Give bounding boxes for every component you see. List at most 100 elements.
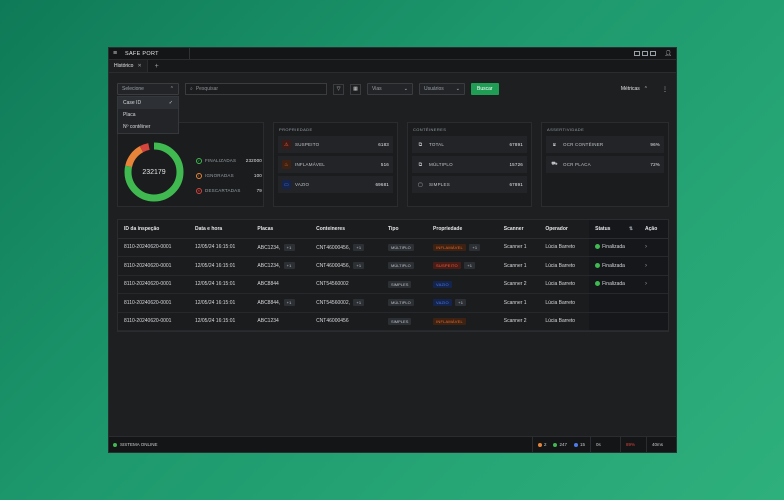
header-id[interactable]: ID da inspeção xyxy=(118,220,189,239)
cell-placas: ABC8844 xyxy=(251,275,311,294)
chevron-up-icon: ⌃ xyxy=(643,86,648,92)
conteineres-card: CONTÊINERES ⧉ TOTAL 67891 ⧉ MÚLTIPLO 157… xyxy=(407,122,532,207)
calendar-button[interactable]: ▦ xyxy=(350,83,361,95)
metric-label: INFLAMÁVEL xyxy=(295,162,326,167)
propriedade-extra-badge[interactable]: +1 xyxy=(464,262,476,270)
header-placas[interactable]: Placas xyxy=(251,220,311,239)
buscar-button[interactable]: Buscar xyxy=(471,83,499,95)
blue-count: 15 xyxy=(579,442,585,447)
filter-button[interactable]: ▽ xyxy=(333,83,344,95)
usuarios-select-value: Usuários xyxy=(424,86,444,92)
status-latency-s: 0s xyxy=(590,437,620,452)
cell-operador: Lúcia Barreto xyxy=(539,312,590,331)
more-options-icon[interactable]: ⋮ xyxy=(662,86,668,93)
cell-propriedade: INFLAMÁVEL +1 xyxy=(427,238,498,257)
placa-extra-badge[interactable]: +1 xyxy=(283,243,295,251)
chevron-down-icon: ⌄ xyxy=(455,86,460,92)
search-input[interactable]: ⌕ Pesquisar xyxy=(185,83,327,95)
cell-tipo: SIMPLES xyxy=(382,275,428,294)
option-label: Nº contêiner xyxy=(123,124,151,130)
header-tipo[interactable]: Tipo xyxy=(382,220,428,239)
metric-row-total: ⧉ TOTAL 67891 xyxy=(412,136,527,153)
user-icon[interactable]: 👤︎ xyxy=(664,51,672,57)
vias-select[interactable]: Vias ⌄ xyxy=(367,83,413,95)
tipo-badge: SIMPLES xyxy=(388,317,412,325)
table-row[interactable]: 8110-20240620-0001 12/05/24 16:15:01 ABC12… xyxy=(118,312,668,331)
table-row[interactable]: 8110-20240620-0001 12/05/24 16:15:01 ABC88… xyxy=(118,293,668,313)
propriedade-badge: INFLAMÁVEL xyxy=(433,243,466,251)
check-circle-icon: ✓ xyxy=(196,157,202,164)
dropdown-option-conteiner[interactable]: Nº contêiner xyxy=(118,121,178,133)
assertividade-card: ASSERTIVIDADE ⧈ OCR CONTÊINER 96% ⛟ OCR … xyxy=(541,122,669,207)
metric-label: OCR CONTÊINER xyxy=(563,142,604,147)
conteiner-extra-badge[interactable]: +1 xyxy=(353,262,365,270)
cell-acao xyxy=(639,293,668,313)
tab-historico[interactable]: Histórico ✕ xyxy=(109,60,148,72)
hamburger-menu-icon[interactable]: ≡ xyxy=(113,50,118,57)
layout-full-icon[interactable] xyxy=(650,51,657,56)
cell-propriedade: SUSPEITO +1 xyxy=(427,256,498,276)
usuarios-select[interactable]: Usuários ⌄ xyxy=(419,83,465,95)
header-operador[interactable]: Operador xyxy=(539,220,590,239)
propriedade-extra-badge[interactable]: +1 xyxy=(455,299,467,307)
legend-value: 232000 xyxy=(245,158,262,163)
table-row[interactable]: 8110-20240620-0001 12/05/24 16:15:01 ABC12… xyxy=(118,238,668,257)
app-window: ≡ SAFE PORT 👤︎ Histórico ✕ + Selecione ⌃… xyxy=(108,47,677,453)
metric-label: SIMPLES xyxy=(429,182,450,187)
chevron-right-icon[interactable]: › xyxy=(645,281,648,288)
add-tab-icon[interactable]: + xyxy=(154,62,159,70)
legend-label: IGNORADAS xyxy=(205,173,234,178)
sort-icon[interactable]: ⇅ xyxy=(628,225,634,232)
dropdown-option-placa[interactable]: Placa xyxy=(118,109,178,121)
header-status[interactable]: Status ⇅ xyxy=(589,220,640,239)
status-usage: 89% xyxy=(620,437,646,452)
metric-value: 67891 xyxy=(509,182,523,187)
metric-label: MÚLTIPLO xyxy=(429,162,453,167)
placa-extra-badge[interactable]: +1 xyxy=(283,262,295,270)
layout-split-icon[interactable] xyxy=(634,51,641,56)
propriedade-extra-badge[interactable]: +1 xyxy=(469,243,481,251)
cell-status xyxy=(589,312,640,331)
conteiner-value: CNT54560002, xyxy=(316,300,350,307)
cell-scanner: Scanner 1 xyxy=(497,238,540,257)
table-row[interactable]: 8110-20240620-0001 12/05/24 16:15:01 ABC12… xyxy=(118,256,668,276)
cell-placas: ABC1234, +1 xyxy=(251,256,311,276)
cell-conteineres: CNT46000456 xyxy=(310,312,383,331)
tipo-badge: MÚLTIPLO xyxy=(388,243,414,251)
chevron-right-icon[interactable]: › xyxy=(645,244,648,251)
header-scanner[interactable]: Scanner xyxy=(497,220,540,239)
filter-select[interactable]: Selecione ⌃ xyxy=(117,83,179,95)
metricas-toggle[interactable]: Métricas ⌃ xyxy=(621,86,648,92)
legend-ignoradas: ! IGNORADAS 100 xyxy=(196,168,262,183)
summary-card: 232179 ✓ FINALIZADAS 232000 ! IGNORADAS … xyxy=(117,122,264,207)
header-data[interactable]: Data e hora xyxy=(188,220,252,239)
chevron-right-icon[interactable]: › xyxy=(645,262,648,269)
conteiner-extra-badge[interactable]: +1 xyxy=(353,243,365,251)
status-value: 40ms xyxy=(652,442,664,447)
check-circle-icon xyxy=(595,281,601,287)
dropdown-option-case-id[interactable]: Case ID ✓ xyxy=(118,97,178,109)
system-status: SISTEMA ONLINE xyxy=(120,442,158,447)
close-icon[interactable]: ✕ xyxy=(137,63,142,69)
cell-scanner: Scanner 1 xyxy=(497,293,540,313)
calendar-icon: ▦ xyxy=(353,86,358,92)
placa-value: ABC8844, xyxy=(257,300,281,307)
status-label: Finalizada xyxy=(602,281,625,288)
header-conteineres[interactable]: Conteineres xyxy=(310,220,383,239)
layout-grid-icon[interactable] xyxy=(642,51,649,56)
cell-id: 8110-20240620-0001 xyxy=(118,238,189,257)
header-propriedade[interactable]: Propriedade xyxy=(427,220,498,239)
cell-date: 12/05/24 16:15:01 xyxy=(188,238,252,257)
cell-placas: ABC8844, +1 xyxy=(251,293,311,313)
metric-row-ocr-conteiner: ⧈ OCR CONTÊINER 96% xyxy=(546,136,664,153)
legend-value: 100 xyxy=(253,173,262,178)
placa-extra-badge[interactable]: +1 xyxy=(283,299,295,307)
filter-dropdown: Case ID ✓ Placa Nº contêiner xyxy=(117,96,179,134)
propriedade-badge: VAZIO xyxy=(433,280,452,288)
metric-label: TOTAL xyxy=(429,142,445,147)
single-container-icon: ▢ xyxy=(418,181,423,188)
legend-value: 79 xyxy=(256,188,262,193)
status-label: Finalizada xyxy=(602,244,625,251)
table-row[interactable]: 8110-20240620-0001 12/05/24 16:15:01 ABC88… xyxy=(118,275,668,294)
conteiner-extra-badge[interactable]: +1 xyxy=(353,299,365,307)
